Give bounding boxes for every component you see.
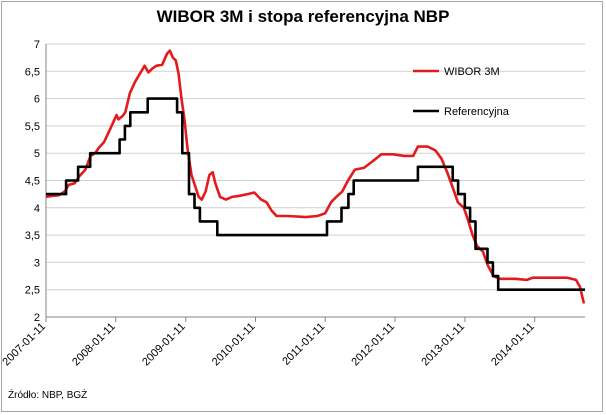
y-tick-label: 5 — [34, 148, 40, 160]
y-tick-label: 3 — [34, 257, 40, 269]
y-tick-label: 7 — [34, 39, 40, 51]
x-tick-label: 2011-01-11 — [280, 321, 327, 368]
y-tick-label: 2 — [34, 312, 40, 324]
x-tick-label: 2012-01-11 — [349, 321, 397, 369]
series-lines — [45, 49, 586, 304]
x-tick-label: 2009-01-11 — [140, 321, 188, 369]
axes: 2 2,5 3 3,5 4 4,5 5 5,5 6 6,5 7 2007-01-11 2008-01-1… — [0, 39, 585, 368]
x-tick-label: 2007-01-11 — [0, 321, 48, 369]
chart-source-note: Źródło: NBP, BGŻ — [8, 390, 88, 401]
series-line-1 — [46, 97, 585, 291]
y-tick-label: 4,5 — [25, 176, 40, 188]
x-tick-label: 2013-01-11 — [419, 321, 467, 369]
x-tick-label: 2014-01-11 — [489, 321, 537, 369]
legend-label-1: Referencyjna — [444, 106, 510, 118]
y-tick-label: 6,5 — [25, 66, 40, 78]
y-tick-label: 4 — [34, 203, 40, 215]
gridlines — [46, 43, 585, 318]
y-tick-label: 2,5 — [25, 285, 40, 297]
y-tick-label: 6 — [34, 94, 40, 106]
series-line-0 — [45, 49, 586, 304]
y-tick-label: 5,5 — [25, 121, 40, 133]
y-tick-label: 3,5 — [25, 230, 40, 242]
legend: WIBOR 3M Referencyjna — [413, 66, 510, 118]
x-tick-label: 2008-01-11 — [70, 321, 118, 369]
legend-label-0: WIBOR 3M — [444, 66, 500, 78]
chart-title: WIBOR 3M i stopa referencyjna NBP — [156, 7, 450, 26]
x-tick-label: 2010-01-11 — [210, 321, 258, 369]
